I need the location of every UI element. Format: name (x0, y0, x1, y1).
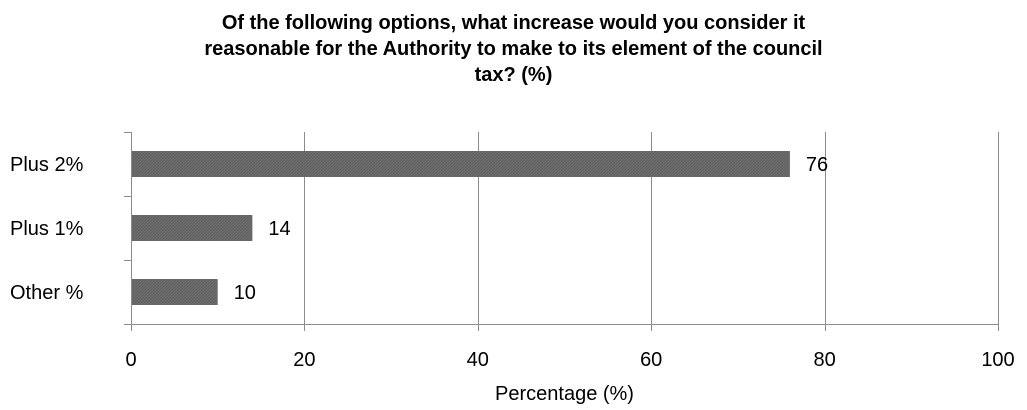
chart-title-line: reasonable for the Authority to make to … (204, 38, 823, 60)
x-tick-label: 0 (125, 349, 136, 371)
chart-title: Of the following options, what increase … (0, 10, 1027, 88)
chart-title-line: Of the following options, what increase … (221, 12, 806, 34)
label-layer: 0 20 40 60 80 100 Plus 2% Plus 1% Other % 76 14 10 P… (10, 154, 1015, 405)
x-tick-label: 80 (813, 349, 835, 371)
category-label: Other % (10, 282, 84, 304)
category-label: Plus 1% (10, 218, 84, 240)
x-tick-label: 20 (293, 349, 315, 371)
x-tick-label: 60 (640, 349, 662, 371)
category-label: Plus 2% (10, 154, 84, 176)
x-tick-label: 100 (981, 349, 1014, 371)
data-label: 10 (234, 282, 256, 304)
x-tick-label: 40 (467, 349, 489, 371)
x-axis-title: Percentage (%) (495, 383, 634, 405)
bar (131, 151, 790, 177)
bar-layer (131, 151, 790, 305)
axis-layer (124, 132, 999, 331)
bar (131, 215, 253, 241)
chart-title-line: tax? (%) (474, 64, 553, 86)
bar (131, 279, 218, 305)
data-label: 14 (268, 218, 290, 240)
data-label: 76 (806, 154, 828, 176)
